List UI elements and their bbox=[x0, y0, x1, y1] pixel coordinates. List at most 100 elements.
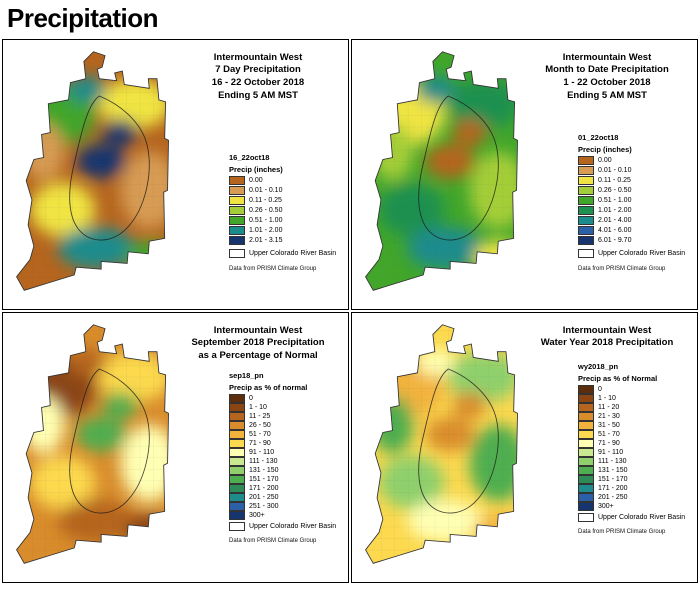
legend-swatch bbox=[229, 206, 245, 216]
legend-label: 11 - 20 bbox=[598, 404, 620, 412]
legend-row: 0.00 bbox=[229, 176, 343, 186]
legend-row: 300+ bbox=[229, 511, 343, 521]
legend-label: 0.11 - 0.25 bbox=[249, 197, 282, 205]
legend-swatch bbox=[229, 394, 245, 404]
legend-row: 0.26 - 0.50 bbox=[229, 206, 343, 216]
legend-label: 0.01 - 0.10 bbox=[598, 167, 632, 175]
legend-swatch bbox=[229, 439, 245, 449]
legend-label: 51 - 70 bbox=[598, 431, 620, 439]
legend-swatch bbox=[229, 493, 245, 503]
legend-row: 2.01 - 4.00 bbox=[578, 216, 692, 226]
legend-row: 1.01 - 2.00 bbox=[578, 206, 692, 216]
legend-swatch bbox=[229, 475, 245, 485]
legend-label: 111 - 130 bbox=[598, 458, 627, 466]
legend-swatch bbox=[578, 176, 594, 186]
panel-title-line: 1 - 22 October 2018 bbox=[563, 77, 651, 89]
basin-label: Upper Colorado River Basin bbox=[249, 249, 337, 257]
legend-row: 131 - 150 bbox=[229, 466, 343, 476]
legend-row: 201 - 250 bbox=[578, 493, 692, 503]
legend-title: Precip (inches) bbox=[578, 144, 632, 154]
legend-row: 51 - 70 bbox=[578, 430, 692, 440]
legend-label: 0.26 - 0.50 bbox=[598, 187, 632, 195]
legend-label: 2.01 - 3.15 bbox=[249, 237, 283, 245]
legend-row: 171 - 200 bbox=[578, 484, 692, 494]
legend-row: 0.01 - 0.10 bbox=[578, 166, 692, 176]
panel-title: Intermountain West Month to Date Precipit… bbox=[522, 52, 692, 103]
legend-row: 0.51 - 1.00 bbox=[578, 196, 692, 206]
legend-layer-name: wy2018_pn bbox=[578, 362, 619, 372]
legend-swatch bbox=[578, 226, 594, 236]
panel-title-line: Intermountain West bbox=[213, 324, 303, 336]
legend-label: 131 - 150 bbox=[249, 467, 279, 475]
legend-label: 0.00 bbox=[598, 157, 612, 165]
legend-label: 71 - 90 bbox=[598, 440, 620, 448]
legend-layer-name: 16_22oct18 bbox=[229, 152, 270, 162]
legend-row: 0.11 - 0.25 bbox=[229, 196, 343, 206]
legend-row: 151 - 170 bbox=[229, 475, 343, 485]
legend-swatch bbox=[578, 421, 594, 431]
basin-swatch bbox=[229, 522, 245, 532]
legend-label: 201 - 250 bbox=[249, 494, 279, 502]
legend-row: 71 - 90 bbox=[578, 439, 692, 449]
legend-row: 71 - 90 bbox=[229, 439, 343, 449]
basin-label: Upper Colorado River Basin bbox=[598, 249, 686, 257]
source-note: Data from PRISM Climate Group bbox=[578, 265, 666, 272]
legend-label: 51 - 70 bbox=[249, 431, 271, 439]
legend-swatch bbox=[578, 493, 594, 503]
legend-label: 21 - 30 bbox=[598, 413, 620, 421]
basin-label: Upper Colorado River Basin bbox=[249, 523, 337, 531]
panel-right: Intermountain West Month to Date Precipit… bbox=[522, 52, 692, 272]
legend-row: 151 - 170 bbox=[578, 475, 692, 485]
legend-label: 0.51 - 1.00 bbox=[249, 217, 283, 225]
panel-title-line: Water Year 2018 Precipitation bbox=[540, 337, 674, 349]
legend-swatch bbox=[229, 412, 245, 422]
legend-row: 300+ bbox=[578, 502, 692, 512]
legend-label: 71 - 90 bbox=[249, 440, 271, 448]
legend-swatch bbox=[578, 403, 594, 413]
source-note: Data from PRISM Climate Group bbox=[229, 538, 317, 545]
legend-swatch bbox=[578, 430, 594, 440]
legend-swatch bbox=[578, 156, 594, 166]
legend-label: 91 - 110 bbox=[249, 449, 275, 457]
legend-swatch bbox=[578, 166, 594, 176]
legend-swatch bbox=[229, 176, 245, 186]
legend-label: 1 - 10 bbox=[249, 404, 267, 412]
legend-row: 0.26 - 0.50 bbox=[578, 186, 692, 196]
legend-label: 151 - 170 bbox=[598, 476, 628, 484]
legend-swatch bbox=[229, 430, 245, 440]
legend-swatch bbox=[229, 216, 245, 226]
legend-row: 131 - 150 bbox=[578, 466, 692, 476]
panel-title-line: Month to Date Precipitation bbox=[545, 64, 669, 76]
map-panel: Intermountain West Month to Date Precipit… bbox=[351, 38, 698, 310]
legend-swatch bbox=[578, 236, 594, 246]
basin-legend-row: Upper Colorado River Basin bbox=[229, 522, 343, 532]
legend-swatch bbox=[578, 475, 594, 485]
legend-row: 11 - 20 bbox=[578, 403, 692, 413]
legend-row: 201 - 250 bbox=[229, 493, 343, 503]
legend-row: 111 - 130 bbox=[229, 457, 343, 467]
legend-label: 111 - 130 bbox=[249, 458, 278, 466]
legend-swatch bbox=[229, 236, 245, 246]
legend-row: 1 - 10 bbox=[229, 403, 343, 413]
legend-swatch bbox=[578, 484, 594, 494]
legend-row: 11 - 25 bbox=[229, 412, 343, 422]
legend-swatch bbox=[578, 216, 594, 226]
panel-right: Intermountain West 7 Day Precipitation 16 … bbox=[173, 52, 343, 272]
legend-row: 4.01 - 6.00 bbox=[578, 226, 692, 236]
legend-swatch bbox=[229, 484, 245, 494]
legend-label: 171 - 200 bbox=[598, 485, 628, 493]
basin-legend-row: Upper Colorado River Basin bbox=[578, 248, 692, 259]
legend-row: 251 - 300 bbox=[229, 502, 343, 512]
map-legend: 16_22oct18 Precip (inches) 0.00 0.01 - 0.… bbox=[229, 153, 343, 272]
basin-legend-row: Upper Colorado River Basin bbox=[578, 513, 692, 523]
legend-rows: 0.00 0.01 - 0.10 0.11 - 0.25 0.26 - 0.50 0.5… bbox=[578, 156, 692, 246]
legend-swatch bbox=[229, 457, 245, 467]
legend-swatch bbox=[229, 502, 245, 512]
legend-label: 0.01 - 0.10 bbox=[249, 187, 283, 195]
legend-label: 0.51 - 1.00 bbox=[598, 197, 632, 205]
legend-row: 0.00 bbox=[578, 156, 692, 166]
basin-legend-row: Upper Colorado River Basin bbox=[229, 248, 343, 259]
panel-right: Intermountain West September 2018 Precipi… bbox=[173, 325, 343, 544]
